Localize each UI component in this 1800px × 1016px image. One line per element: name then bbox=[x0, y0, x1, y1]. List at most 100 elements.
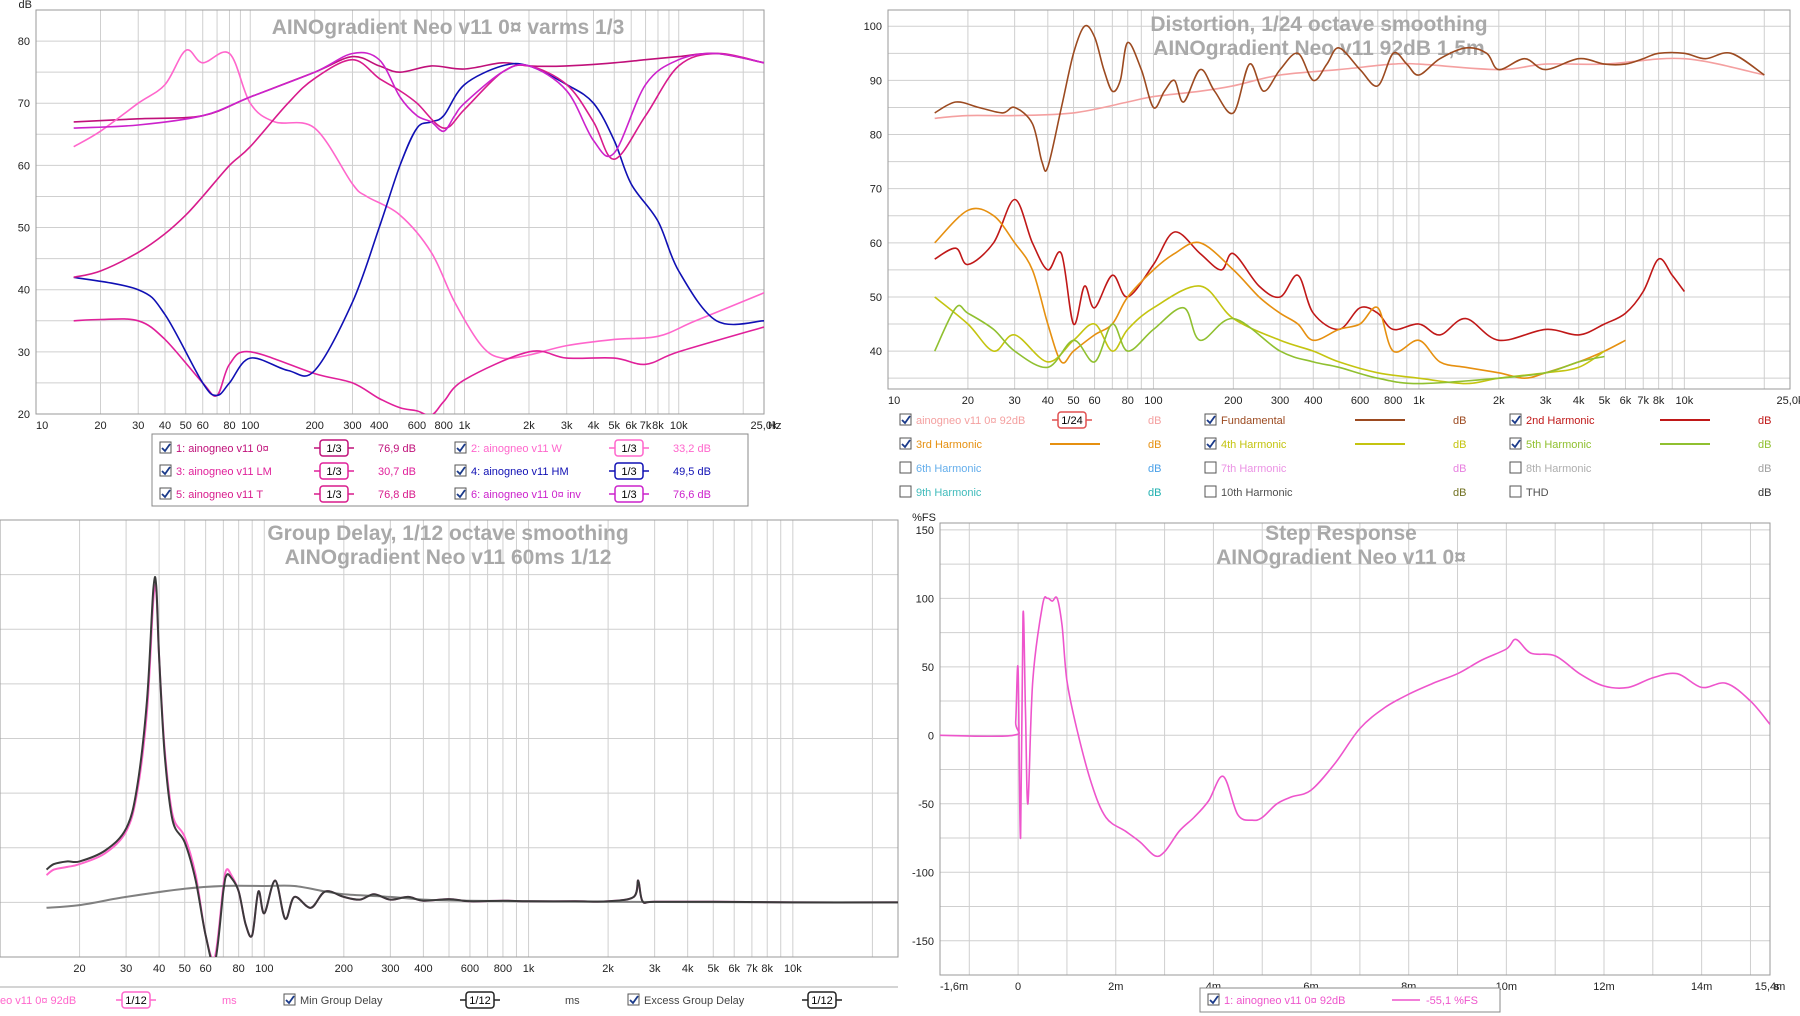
check-mark-icon bbox=[161, 489, 171, 499]
smoothing-label: 1/12 bbox=[125, 995, 146, 1007]
smoothing-badge[interactable] bbox=[614, 462, 644, 480]
y-tick-label: 100 bbox=[864, 21, 882, 33]
check-mark-icon bbox=[285, 995, 295, 1005]
x-tick-label: 300 bbox=[343, 420, 361, 432]
check-mark-icon bbox=[456, 443, 466, 453]
legend-value: 76,6 dB bbox=[673, 489, 711, 501]
smoothing-label: 1/3 bbox=[326, 443, 341, 455]
y-tick-label: 50 bbox=[18, 223, 30, 235]
smoothing-badge[interactable] bbox=[319, 485, 349, 503]
legend-label: 3: ainogneo v11 LM bbox=[176, 466, 272, 478]
series-line-5-ainogneo-v11-t bbox=[73, 52, 764, 279]
x-tick-label: 8k bbox=[652, 420, 664, 432]
y-tick-label: 70 bbox=[18, 98, 30, 110]
smoothing-badge[interactable] bbox=[319, 439, 349, 457]
checkbox[interactable] bbox=[1509, 413, 1522, 426]
checkbox[interactable] bbox=[899, 437, 912, 450]
x-tick-label: 1k bbox=[523, 963, 535, 975]
y-tick-label: 20 bbox=[18, 409, 30, 421]
y-axis-label: %FS bbox=[912, 512, 936, 524]
chart-subtitle: AINOgradient Neo v11 0¤ bbox=[1216, 546, 1466, 569]
legend-unit: dB bbox=[1453, 463, 1466, 475]
smoothing-badge[interactable] bbox=[807, 991, 837, 1009]
smoothing-badge[interactable] bbox=[465, 991, 495, 1009]
series-line-1-ainogneo-v11-0-92db bbox=[940, 596, 1770, 858]
legend-unit: dB bbox=[1758, 463, 1771, 475]
check-mark-icon bbox=[1209, 995, 1219, 1005]
group-delay-legend: eo v11 0¤ 92dB 1/12 ms Min Group Delay 1/12 m… bbox=[0, 986, 898, 1009]
checkbox[interactable] bbox=[159, 487, 172, 500]
x-tick-label: 80 bbox=[223, 420, 235, 432]
smoothing-label: 1/12 bbox=[811, 995, 832, 1007]
smoothing-label: 1/3 bbox=[326, 489, 341, 501]
x-tick-label: 300 bbox=[381, 963, 399, 975]
x-tick-label: 10m bbox=[1496, 981, 1517, 993]
x-tick-label: 7k bbox=[746, 963, 758, 975]
check-mark-icon bbox=[161, 466, 171, 476]
checkbox[interactable] bbox=[1509, 461, 1522, 474]
legend-label: 5: ainogneo v11 T bbox=[176, 489, 263, 501]
checkbox[interactable] bbox=[627, 993, 640, 1006]
chart-title: Step Response bbox=[1265, 522, 1417, 545]
distortion-frame bbox=[887, 9, 1791, 390]
smoothing-badge[interactable] bbox=[614, 439, 644, 457]
checkbox[interactable] bbox=[159, 464, 172, 477]
checkbox[interactable] bbox=[1204, 437, 1217, 450]
x-tick-label: 800 bbox=[494, 963, 512, 975]
y-tick-label: 0 bbox=[928, 730, 934, 742]
smoothing-label: 1/3 bbox=[621, 466, 636, 478]
x-tick-label: 100 bbox=[241, 420, 259, 432]
x-tick-label: 15,4m bbox=[1755, 981, 1786, 993]
smoothing-badge[interactable] bbox=[614, 485, 644, 503]
legend-label: 4: ainogneo v11 HM bbox=[471, 466, 569, 478]
legend-label: 1: ainogneo v11 0¤ 92dB bbox=[1224, 995, 1346, 1007]
check-mark-icon bbox=[1206, 439, 1216, 449]
legend-label: Min Group Delay bbox=[300, 995, 383, 1007]
x-tick-label: 40 bbox=[159, 420, 171, 432]
checkbox[interactable] bbox=[1207, 993, 1220, 1006]
checkbox[interactable] bbox=[159, 441, 172, 454]
checkbox[interactable] bbox=[454, 441, 467, 454]
checkbox[interactable] bbox=[1204, 461, 1217, 474]
checkbox[interactable] bbox=[899, 461, 912, 474]
legend-label: eo v11 0¤ 92dB bbox=[0, 995, 76, 1007]
legend-label: THD bbox=[1526, 487, 1549, 499]
y-tick-label: 40 bbox=[18, 285, 30, 297]
checkbox[interactable] bbox=[454, 464, 467, 477]
checkbox[interactable] bbox=[1509, 437, 1522, 450]
x-tick-label: 600 bbox=[1351, 395, 1369, 407]
x-tick-label: 30 bbox=[132, 420, 144, 432]
checkbox[interactable] bbox=[454, 487, 467, 500]
legend-unit: dB bbox=[1758, 439, 1771, 451]
x-tick-label: 7k bbox=[1637, 395, 1649, 407]
x-tick-label: 100 bbox=[1144, 395, 1162, 407]
y-tick-label: 50 bbox=[870, 292, 882, 304]
checkbox[interactable] bbox=[1509, 485, 1522, 498]
checkbox[interactable] bbox=[1204, 413, 1217, 426]
series-line-excess-group-delay bbox=[45, 576, 898, 957]
legend-unit: ms bbox=[222, 995, 237, 1007]
x-tick-label: 14m bbox=[1691, 981, 1712, 993]
y-tick-label: 70 bbox=[870, 184, 882, 196]
checkbox[interactable] bbox=[283, 993, 296, 1006]
x-tick-label: 8k bbox=[761, 963, 773, 975]
x-tick-label: 6k bbox=[728, 963, 740, 975]
chart-title: Group Delay, 1/12 octave smoothing bbox=[267, 522, 628, 545]
checkbox[interactable] bbox=[899, 413, 912, 426]
checkbox[interactable] bbox=[1204, 485, 1217, 498]
x-tick-label: 40 bbox=[153, 963, 165, 975]
step-chart: -1,6m 0 2m 4m 6m 8m 10m 12m 14m 15,4m-150-100-500… bbox=[912, 512, 1785, 993]
smoothing-badge[interactable] bbox=[319, 462, 349, 480]
legend-value: -55,1 %FS bbox=[1426, 995, 1478, 1007]
legend-box bbox=[1199, 987, 1501, 1013]
series-line-ainogneo-v11-0-92db bbox=[934, 57, 1765, 120]
x-tick-label: 50 bbox=[179, 963, 191, 975]
smoothing-badge[interactable] bbox=[121, 991, 151, 1009]
chart-subtitle: AINOgradient Neo v11 60ms 1/12 bbox=[285, 546, 612, 569]
x-tick-label: 2k bbox=[602, 963, 614, 975]
x-tick-label: 2m bbox=[1108, 981, 1123, 993]
x-tick-label: 3k bbox=[561, 420, 573, 432]
smoothing-badge[interactable] bbox=[1057, 411, 1087, 429]
x-tick-label: 0 bbox=[1015, 981, 1021, 993]
checkbox[interactable] bbox=[899, 485, 912, 498]
